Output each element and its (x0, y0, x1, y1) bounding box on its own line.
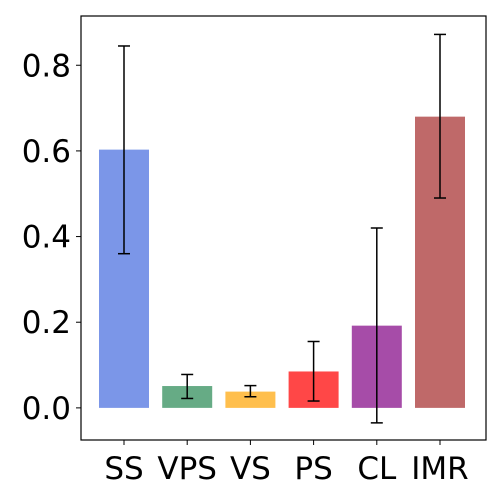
y-tick-label: 0.6 (22, 134, 71, 170)
x-tick-label-vs: VS (230, 451, 271, 487)
x-tick-label-vps: VPS (157, 451, 217, 487)
x-tick-label-ss: SS (104, 451, 143, 487)
x-axis: SS VPS VS PS CL IMR (104, 440, 469, 487)
plot-frame (80, 15, 487, 441)
bars-group (99, 116, 465, 408)
x-tick-label-cl: CL (357, 451, 397, 487)
error-bar-vps (181, 373, 194, 400)
x-tick-label-ps: PS (294, 451, 332, 487)
y-tick-label: 0.4 (22, 220, 71, 256)
y-tick-label: 0.2 (22, 305, 71, 341)
y-tick-label: 0.0 (22, 391, 71, 427)
bar-vs (225, 391, 276, 408)
error-bar-vs (244, 384, 257, 398)
error-bars-group (118, 33, 446, 424)
error-bar-ps (307, 340, 320, 402)
error-bar-imr (434, 33, 446, 199)
error-bar-cl (370, 227, 383, 424)
x-tick-label-imr: IMR (411, 451, 468, 487)
error-bar-ss (118, 45, 130, 255)
y-tick-label: 0.8 (22, 48, 71, 84)
y-axis: 0.0 0.2 0.4 0.6 0.8 (22, 48, 81, 427)
